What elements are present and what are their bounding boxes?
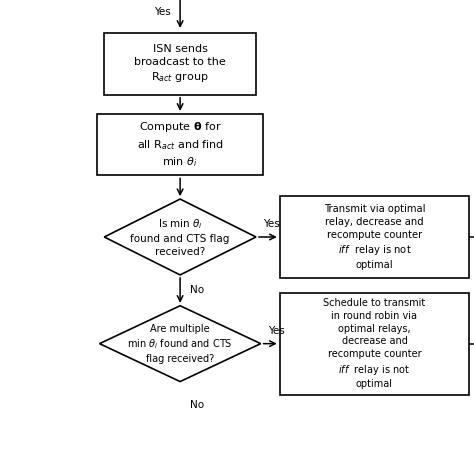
Text: Yes: Yes xyxy=(154,7,171,17)
Text: Compute $\mathbf{\theta}$ for
all R$_{act}$ and find
min $\theta_i$: Compute $\mathbf{\theta}$ for all R$_{ac… xyxy=(137,120,224,169)
Text: Yes: Yes xyxy=(263,219,280,229)
Polygon shape xyxy=(104,199,256,275)
FancyBboxPatch shape xyxy=(280,196,469,279)
FancyBboxPatch shape xyxy=(97,114,263,175)
FancyBboxPatch shape xyxy=(104,33,256,95)
Text: Yes: Yes xyxy=(268,326,284,336)
Text: Are multiple
min $\theta_i$ found and CTS
flag received?: Are multiple min $\theta_i$ found and CT… xyxy=(128,324,233,364)
Text: No: No xyxy=(190,400,204,410)
Text: Is min $\theta_i$
found and CTS flag
received?: Is min $\theta_i$ found and CTS flag rec… xyxy=(130,217,230,257)
FancyBboxPatch shape xyxy=(280,292,469,394)
Text: No: No xyxy=(190,285,204,295)
Text: Schedule to transmit
in round robin via
optimal relays,
decrease and
recompute c: Schedule to transmit in round robin via … xyxy=(323,298,426,390)
Polygon shape xyxy=(100,306,261,382)
Text: Transmit via optimal
relay, decrease and
recompute counter
$iff$  relay is not
o: Transmit via optimal relay, decrease and… xyxy=(324,204,425,270)
Text: ISN sends
broadcast to the
R$_{act}$ group: ISN sends broadcast to the R$_{act}$ gro… xyxy=(134,44,226,84)
